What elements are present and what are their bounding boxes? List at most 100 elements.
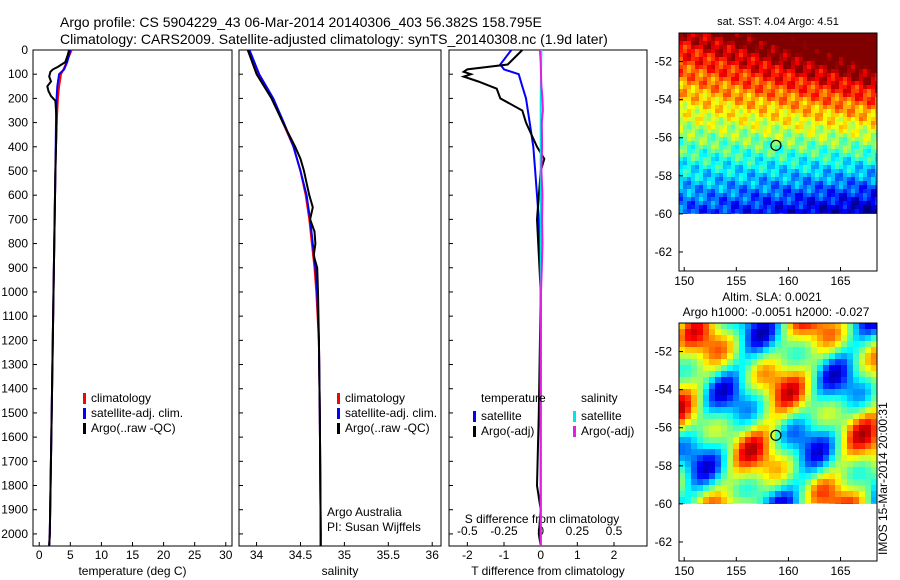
map-cell (709, 431, 715, 437)
map-cell (841, 491, 847, 497)
map-cell (851, 109, 855, 113)
x-tick-label: 20 (157, 548, 171, 562)
map-cell (763, 89, 767, 93)
map-cell (707, 213, 711, 214)
map-cell (691, 389, 697, 395)
map-cell (679, 371, 685, 377)
map-cell (817, 413, 823, 419)
map-cell (823, 33, 827, 37)
map-cell (827, 149, 831, 153)
map-cell (769, 383, 775, 389)
map-cell (843, 213, 847, 214)
map-cell (831, 133, 835, 137)
map-cell (723, 129, 727, 133)
map-cell (739, 109, 743, 113)
map-cell (755, 161, 759, 165)
map-cell (829, 497, 835, 503)
map-cell (851, 105, 855, 109)
map-cell (763, 329, 769, 335)
map-cell (775, 185, 779, 189)
depth-tick-label: 1500 (1, 406, 28, 420)
map-cell (679, 157, 683, 161)
map-cell (853, 467, 859, 473)
map-cell (827, 37, 831, 41)
map-cell (699, 81, 703, 85)
map-cell (747, 33, 751, 37)
map-cell (709, 437, 715, 443)
map-cell (757, 461, 763, 467)
map-cell (843, 101, 847, 105)
map-cell (851, 137, 855, 141)
map-cell (711, 101, 715, 105)
map-cell (823, 165, 827, 169)
map-cell (853, 443, 859, 449)
map-cell (755, 37, 759, 41)
map-cell (863, 61, 867, 65)
map-cell (839, 33, 843, 37)
map-cell (703, 129, 707, 133)
map-cell (723, 37, 727, 41)
map-cell (875, 169, 877, 173)
map-cell (727, 33, 731, 37)
map-cell (739, 449, 745, 455)
map-cell (763, 497, 769, 503)
map-cell (799, 145, 803, 149)
map-cell (871, 443, 877, 449)
map-cell (739, 73, 743, 77)
map-cell (853, 365, 859, 371)
map-cell (733, 431, 739, 437)
map-cell (839, 89, 843, 93)
map-cell (691, 455, 697, 461)
map-cell (763, 479, 769, 485)
map-cell (855, 185, 859, 189)
map-cell (739, 165, 743, 169)
map-cell (727, 201, 731, 205)
map-cell (859, 353, 865, 359)
map-cell (755, 85, 759, 89)
map-cell (739, 69, 743, 73)
map-cell (803, 69, 807, 73)
map-cell (815, 157, 819, 161)
map-cell (723, 177, 727, 181)
map-cell (679, 177, 683, 181)
map-cell (731, 137, 735, 141)
map-cell (709, 473, 715, 479)
map-cell (771, 157, 775, 161)
map-cell (733, 413, 739, 419)
map-cell (695, 141, 699, 145)
map-cell (757, 371, 763, 377)
map-cell (763, 77, 767, 81)
map-cell (799, 201, 803, 205)
map-cell (875, 81, 877, 85)
map-cell (827, 85, 831, 89)
map-cell (799, 141, 803, 145)
map-cell (839, 97, 843, 101)
map-cell (851, 181, 855, 185)
map-cell (775, 407, 781, 413)
map-cell (779, 133, 783, 137)
map-cell (685, 377, 691, 383)
map-cell (709, 359, 715, 365)
map-cell (759, 101, 763, 105)
map-cell (787, 341, 793, 347)
map-cell (787, 85, 791, 89)
map-cell (853, 401, 859, 407)
map-cell (775, 101, 779, 105)
map-cell (811, 89, 815, 93)
map-cell (811, 389, 817, 395)
map-cell (843, 57, 847, 61)
map-cell (863, 69, 867, 73)
map-cell (783, 213, 787, 214)
map-cell (867, 153, 871, 157)
map-cell (859, 461, 865, 467)
map-cell (859, 181, 863, 185)
map-cell (855, 145, 859, 149)
map-cell (811, 193, 815, 197)
map-cell (727, 467, 733, 473)
map-cell (871, 157, 875, 161)
map-cell (695, 65, 699, 69)
map-cell (855, 33, 859, 37)
map-cell (727, 141, 731, 145)
map-cell (679, 73, 683, 77)
map-cell (859, 137, 863, 141)
